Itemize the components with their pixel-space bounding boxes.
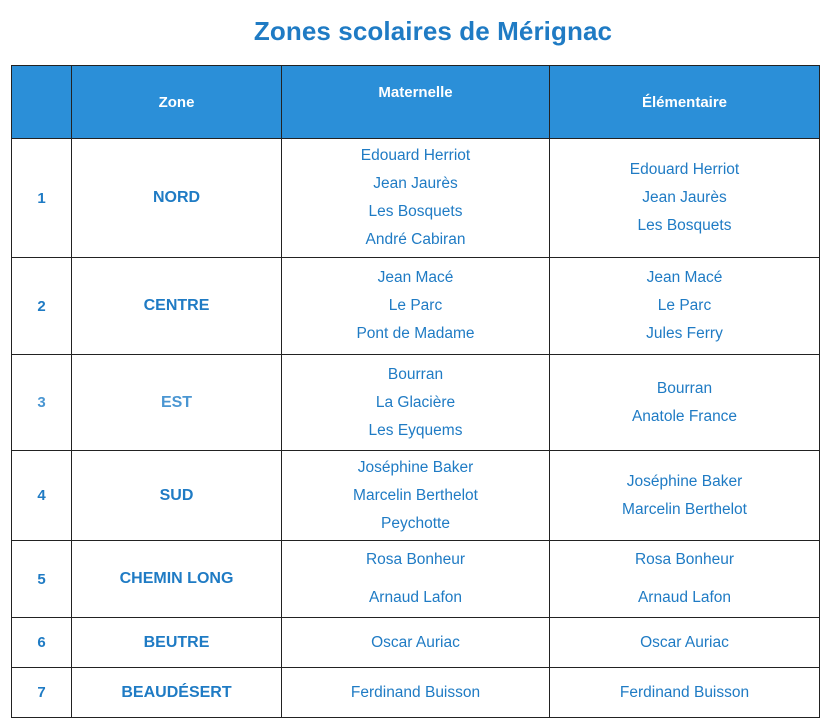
elementaire-schools: Ferdinand Buisson [549,667,820,718]
maternelle-schools: Ferdinand Buisson [281,667,550,718]
header-maternelle: Maternelle [281,65,550,139]
school-name: Bourran [387,365,444,383]
school-name: Les Bosquets [637,217,732,234]
zone-number: 7 [11,667,72,718]
maternelle-schools: Bourran La Glacière Les Eyquems [281,354,550,451]
zone-number: 6 [11,617,72,668]
school-name: Les Bosquets [368,203,463,220]
zone-number: 2 [11,257,72,355]
header-number [11,65,72,139]
school-name: Marcelin Berthelot [622,500,747,518]
school-name: Peychotte [381,514,450,532]
header-zone: Zone [71,65,282,139]
header-maternelle-label: Maternelle [378,83,453,101]
school-name: Pont de Madame [356,325,475,342]
school-name: André Cabiran [365,231,466,248]
table-row: 5 CHEMIN LONG Rosa Bonheur Arnaud Lafon Rosa… [11,540,820,618]
school-name: Marcelin Berthelot [353,486,478,504]
table-row: 4 SUD Joséphine Baker Marcelin Berthelot Pey… [11,450,820,541]
school-name: Jean Jaurès [373,175,458,192]
zone-name: CENTRE [71,257,282,355]
school-name: Jules Ferry [646,325,723,342]
table-row: 3 EST Bourran La Glacière Les Eyquems Bourran… [11,354,820,451]
zone-name: BEUTRE [71,617,282,668]
school-name: Bourran [656,379,713,397]
zone-name: CHEMIN LONG [71,540,282,618]
page-title: Zones scolaires de Mérignac [253,16,613,46]
school-name: Oscar Auriac [640,633,729,651]
school-name: Edouard Herriot [360,147,471,164]
zone-name: SUD [71,450,282,541]
school-name: Le Parc [388,297,443,314]
school-name: Rosa Bonheur [365,551,466,568]
elementaire-schools: Rosa Bonheur Arnaud Lafon [549,540,820,618]
elementaire-schools: Edouard Herriot Jean Jaurès Les Bosquets [549,138,820,258]
elementaire-schools: Jean Macé Le Parc Jules Ferry [549,257,820,355]
table-row: 6 BEUTRE Oscar Auriac Oscar Auriac [11,617,820,668]
header-elementaire: Élémentaire [549,65,820,139]
maternelle-schools: Joséphine Baker Marcelin Berthelot Peychot… [281,450,550,541]
school-name: Ferdinand Buisson [619,683,750,701]
school-name: Les Eyquems [368,421,463,439]
zone-number: 1 [11,138,72,258]
zone-number: 4 [11,450,72,541]
school-name: Jean Macé [377,269,454,286]
elementaire-schools: Oscar Auriac [549,617,820,668]
school-name: Arnaud Lafon [637,589,732,606]
zone-number: 5 [11,540,72,618]
zone-number: 3 [11,354,72,451]
school-name: Edouard Herriot [629,161,740,178]
maternelle-schools: Rosa Bonheur Arnaud Lafon [281,540,550,618]
elementaire-schools: Joséphine Baker Marcelin Berthelot [549,450,820,541]
zone-name: EST [71,354,282,451]
school-zones-table: Zone Maternelle Élémentaire 1 NORD Edouard… [11,65,820,718]
school-name: Arnaud Lafon [368,589,463,606]
school-name: Jean Macé [646,269,723,286]
table-row: 7 BEAUDÉSERT Ferdinand Buisson Ferdinand Bu… [11,667,820,718]
school-name: Joséphine Baker [357,458,474,476]
school-name: Rosa Bonheur [634,551,735,568]
header-row: Zone Maternelle Élémentaire [11,65,820,139]
school-name: La Glacière [375,393,456,411]
school-name: Oscar Auriac [371,633,460,651]
elementaire-schools: Bourran Anatole France [549,354,820,451]
maternelle-schools: Oscar Auriac [281,617,550,668]
school-name: Ferdinand Buisson [350,683,481,701]
school-name: Anatole France [631,407,738,425]
school-name: Joséphine Baker [626,472,743,490]
zone-name: BEAUDÉSERT [71,667,282,718]
maternelle-schools: Jean Macé Le Parc Pont de Madame [281,257,550,355]
table-row: 2 CENTRE Jean Macé Le Parc Pont de Madame Jea… [11,257,820,355]
school-name: Le Parc [657,297,712,314]
table-row: 1 NORD Edouard Herriot Jean Jaurès Les Bosqu… [11,138,820,258]
maternelle-schools: Edouard Herriot Jean Jaurès Les Bosquets An… [281,138,550,258]
school-name: Jean Jaurès [642,189,727,206]
zone-name: NORD [71,138,282,258]
